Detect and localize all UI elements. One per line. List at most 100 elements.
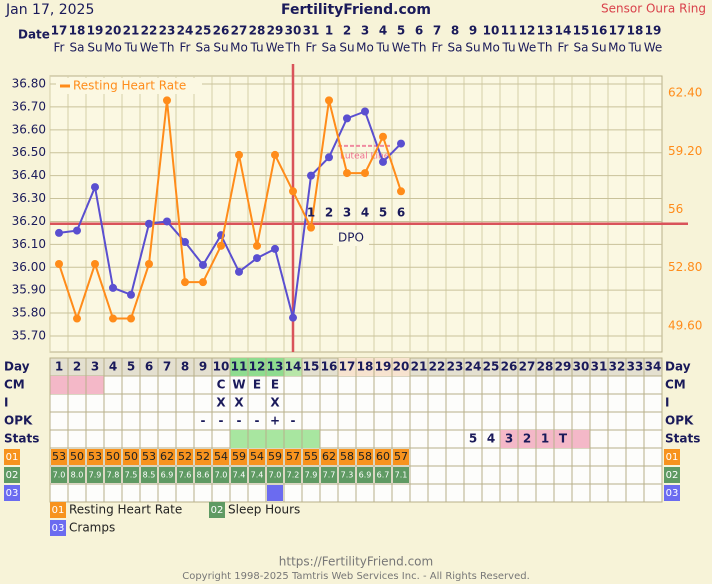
- source: Sensor Oura Ring: [601, 2, 706, 16]
- footer-url: https://FertilityFriend.com: [279, 555, 433, 569]
- sleep-cell: [213, 467, 229, 483]
- date-day: 17: [51, 24, 68, 38]
- hr-cell: [69, 449, 85, 465]
- y-tick-label: 36.80: [12, 77, 46, 91]
- date-header: Jan 17, 2025: [5, 2, 94, 18]
- weekday: Sa: [322, 41, 337, 55]
- point: [361, 107, 369, 116]
- y-tick-label: 36.60: [12, 122, 46, 136]
- weekday: Th: [285, 41, 301, 55]
- hr-value: 57: [286, 450, 300, 463]
- hr-cell: [51, 449, 67, 465]
- hr-value: 50: [70, 450, 84, 463]
- sleep-value: 7.2: [287, 471, 300, 480]
- weekday: Su: [591, 41, 606, 55]
- weekday: Mo: [104, 41, 122, 55]
- point: [397, 139, 405, 148]
- day-number: 28: [537, 360, 554, 374]
- hr-value: 53: [88, 450, 102, 463]
- point: [343, 169, 351, 178]
- code-label: 02: [666, 470, 679, 481]
- sleep-value: 7.9: [89, 471, 102, 480]
- sleep-value: 7.0: [53, 471, 66, 480]
- point: [379, 157, 387, 166]
- date-day: 17: [609, 24, 626, 38]
- code-label: 01: [6, 452, 19, 463]
- row-label-right: OPK: [665, 414, 694, 428]
- day-number: 13: [267, 360, 284, 374]
- point: [325, 153, 333, 162]
- weekday: Th: [537, 41, 553, 55]
- cramps-cell: [267, 485, 283, 501]
- row-label: Stats: [4, 432, 39, 446]
- sleep-value: 6.9: [161, 471, 174, 480]
- weekday: Sa: [196, 41, 211, 55]
- code-label: 03: [666, 488, 679, 499]
- point: [289, 187, 297, 196]
- weekday: Sa: [70, 41, 85, 55]
- day-number: 2: [73, 360, 81, 374]
- luteal-label: Luteal Line: [340, 151, 390, 161]
- day-number: 16: [321, 360, 338, 374]
- weekday: Fr: [432, 41, 443, 55]
- highlight: [50, 376, 104, 394]
- point: [217, 241, 225, 250]
- hr-value: 58: [358, 450, 372, 463]
- code-label: 03: [6, 488, 19, 499]
- hr-value: 53: [142, 450, 156, 463]
- day-number: 4: [109, 360, 117, 374]
- i-cell: X: [270, 396, 280, 410]
- day-number: 18: [357, 360, 374, 374]
- dpo-box: [333, 230, 369, 246]
- date-day: 29: [267, 24, 284, 38]
- sleep-value: 8.5: [143, 471, 156, 480]
- sleep-cell: [69, 467, 85, 483]
- weekday: Sa: [574, 41, 589, 55]
- day-number: 31: [591, 360, 608, 374]
- y-tick-label: 36.20: [12, 214, 46, 228]
- code-box: [4, 485, 20, 501]
- date-day: 6: [415, 24, 423, 38]
- day-number: 21: [411, 360, 428, 374]
- y-tick-label: 36.70: [12, 99, 46, 113]
- weekday: Mo: [608, 41, 626, 55]
- sleep-cell: [141, 467, 157, 483]
- sleep-cell: [51, 467, 67, 483]
- opk-cell: -: [255, 414, 260, 428]
- legend-code-box: [50, 502, 66, 518]
- date-label: Date: [18, 28, 50, 42]
- weekday: We: [392, 41, 411, 55]
- code-box: [4, 467, 20, 483]
- date-day: 5: [397, 24, 405, 38]
- date-day: 1: [325, 24, 333, 38]
- weekday: Tu: [249, 41, 263, 55]
- sleep-value: 8.0: [71, 471, 84, 480]
- highlight: [230, 430, 320, 448]
- point: [253, 254, 261, 263]
- y-tick-label: 36.50: [12, 145, 46, 159]
- hr-cell: [87, 449, 103, 465]
- hr-cell: [303, 449, 319, 465]
- date-day: 8: [451, 24, 459, 38]
- day-number: 23: [447, 360, 464, 374]
- day-number: 11: [231, 360, 248, 374]
- hr-value: 53: [52, 450, 66, 463]
- point: [289, 313, 297, 322]
- hr-value: 57: [394, 450, 408, 463]
- code-label: 01: [666, 452, 679, 463]
- hr-cell: [267, 449, 283, 465]
- hr-cell: [195, 449, 211, 465]
- weekday: Fr: [54, 41, 65, 55]
- point: [91, 183, 99, 192]
- weekday: Th: [411, 41, 427, 55]
- date-day: 30: [285, 24, 302, 38]
- site-title: FertilityFriend.com: [281, 2, 431, 18]
- sleep-value: 8.6: [197, 471, 210, 480]
- y-tick-label: 35.90: [12, 283, 46, 297]
- day-number: 32: [609, 360, 626, 374]
- point: [235, 267, 243, 276]
- date-day: 19: [645, 24, 662, 38]
- day-number: 5: [127, 360, 135, 374]
- day-number: 8: [181, 360, 189, 374]
